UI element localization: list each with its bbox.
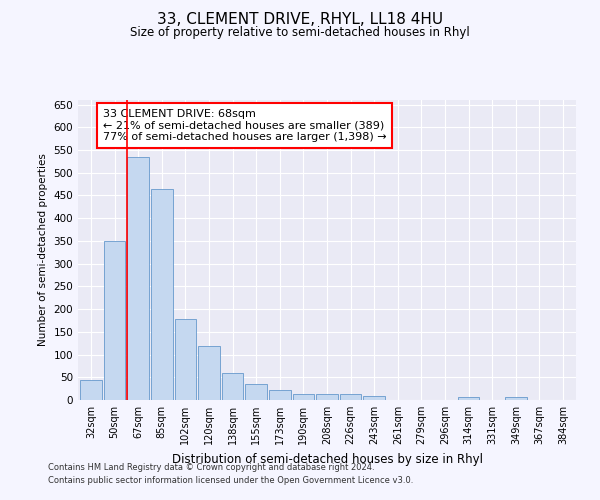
- Y-axis label: Number of semi-detached properties: Number of semi-detached properties: [38, 154, 48, 346]
- Bar: [245, 384, 267, 400]
- Bar: [175, 319, 196, 400]
- Bar: [316, 394, 338, 400]
- Bar: [269, 390, 290, 400]
- Bar: [198, 346, 220, 400]
- Bar: [151, 188, 173, 400]
- Bar: [80, 380, 102, 400]
- Text: 33 CLEMENT DRIVE: 68sqm
← 21% of semi-detached houses are smaller (389)
77% of s: 33 CLEMENT DRIVE: 68sqm ← 21% of semi-de…: [103, 109, 386, 142]
- Text: Contains HM Land Registry data © Crown copyright and database right 2024.: Contains HM Land Registry data © Crown c…: [48, 464, 374, 472]
- Bar: [505, 397, 527, 400]
- Bar: [293, 394, 314, 400]
- Text: Contains public sector information licensed under the Open Government Licence v3: Contains public sector information licen…: [48, 476, 413, 485]
- Text: 33, CLEMENT DRIVE, RHYL, LL18 4HU: 33, CLEMENT DRIVE, RHYL, LL18 4HU: [157, 12, 443, 28]
- Bar: [458, 397, 479, 400]
- Bar: [222, 372, 244, 400]
- Bar: [340, 394, 361, 400]
- Text: Size of property relative to semi-detached houses in Rhyl: Size of property relative to semi-detach…: [130, 26, 470, 39]
- Bar: [104, 241, 125, 400]
- X-axis label: Distribution of semi-detached houses by size in Rhyl: Distribution of semi-detached houses by …: [172, 452, 482, 466]
- Bar: [127, 157, 149, 400]
- Bar: [364, 396, 385, 400]
